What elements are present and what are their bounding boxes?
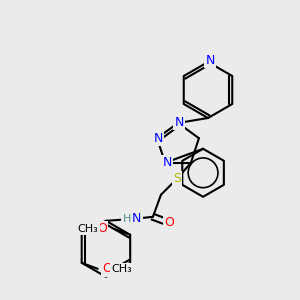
Text: O: O (103, 262, 112, 275)
Text: O: O (164, 216, 174, 229)
Text: N: N (205, 53, 215, 67)
Text: CH₃: CH₃ (78, 224, 99, 234)
Text: N: N (132, 212, 142, 225)
Text: N: N (153, 132, 163, 145)
Text: O: O (97, 222, 107, 235)
Text: N: N (174, 116, 184, 128)
Text: N: N (162, 156, 172, 169)
Text: CH₃: CH₃ (111, 264, 132, 274)
Text: S: S (173, 172, 181, 185)
Text: H: H (123, 214, 131, 224)
